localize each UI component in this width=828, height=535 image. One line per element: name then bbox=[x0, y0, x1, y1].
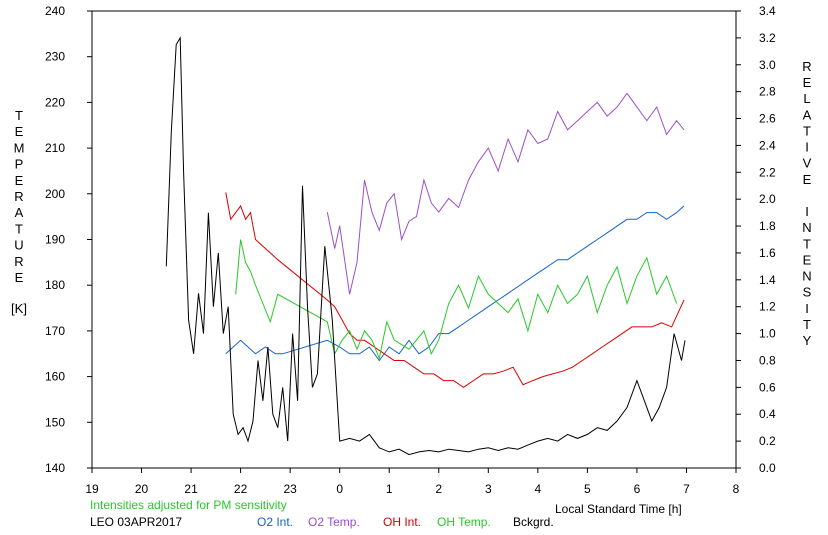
series-line-o2-int bbox=[225, 205, 685, 362]
x-tick-label: 6 bbox=[634, 482, 641, 496]
plot-frame bbox=[91, 10, 737, 469]
x-tick-label: 19 bbox=[85, 482, 99, 496]
x-tick-label: 23 bbox=[283, 482, 297, 496]
axis-label-letter: P bbox=[15, 157, 24, 172]
x-tick-label: 2 bbox=[435, 482, 442, 496]
series-line-oh-int bbox=[225, 192, 685, 389]
axis-label-letter: E bbox=[15, 124, 24, 139]
station-label: LEO 03APR2017 bbox=[90, 515, 182, 529]
y-right-tick-label: 1.8 bbox=[759, 219, 776, 233]
axis-label-letter: Y bbox=[803, 333, 812, 348]
y-right-tick-label: 3.2 bbox=[759, 31, 776, 45]
x-axis: 19 20 21 22 23 0 1 2 3 4 5 6 7 8 bbox=[85, 468, 740, 496]
axis-label-letter: N bbox=[802, 220, 811, 235]
y-left-tick-label: 230 bbox=[45, 50, 65, 64]
y-right-tick-label: 0.2 bbox=[759, 434, 776, 448]
y-right-tick-label: 3.0 bbox=[759, 58, 776, 72]
series-group bbox=[165, 36, 686, 456]
x-tick-label: 7 bbox=[683, 482, 690, 496]
y-right-tick-label: 2.2 bbox=[759, 165, 776, 179]
series-line-bckgrd bbox=[165, 36, 686, 456]
y-right-tick-label: 1.0 bbox=[759, 327, 776, 341]
y-right-tick-label: 2.0 bbox=[759, 192, 776, 206]
axis-label-letter: E bbox=[803, 172, 812, 187]
y-right-tick-label: 0.6 bbox=[759, 380, 776, 394]
y-right-tick-label: 2.6 bbox=[759, 112, 776, 126]
axis-label-letter: E bbox=[15, 173, 24, 188]
x-tick-label: 1 bbox=[386, 482, 393, 496]
x-tick-label: 8 bbox=[733, 482, 740, 496]
axis-label-letter: L bbox=[803, 91, 810, 106]
axis-label-letter: R bbox=[802, 59, 811, 74]
axis-label-letter: M bbox=[14, 140, 25, 155]
y-left-tick-label: 170 bbox=[45, 324, 65, 338]
axis-label-letter: T bbox=[15, 221, 23, 236]
y-left-tick-label: 210 bbox=[45, 141, 65, 155]
axis-label-letter: I bbox=[805, 301, 809, 316]
axis-label-letter: I bbox=[805, 204, 809, 219]
y-axis-left: 140 150 160 170 180 190 200 210 220 230 240 bbox=[45, 4, 92, 475]
axis-label-letter: N bbox=[802, 269, 811, 284]
series-line-o2-temp bbox=[326, 92, 685, 295]
legend-entry: OH Int. bbox=[383, 515, 421, 529]
axis-label-letter: E bbox=[803, 75, 812, 90]
axis-label-letter: R bbox=[14, 254, 23, 269]
axis-label-letter: T bbox=[15, 108, 23, 123]
sensitivity-note: Intensities adjusted for PM sensitivity bbox=[90, 498, 287, 512]
axis-label-letter: E bbox=[803, 252, 812, 267]
legend-entry: OH Temp. bbox=[437, 515, 491, 529]
axis-label-letter: I bbox=[805, 140, 809, 155]
axis-label-letter: U bbox=[14, 238, 23, 253]
y-right-tick-label: 0.0 bbox=[759, 461, 776, 475]
x-tick-label: 21 bbox=[184, 482, 198, 496]
x-tick-label: 4 bbox=[535, 482, 542, 496]
legend-entry: O2 Temp. bbox=[308, 515, 360, 529]
axis-label-letter: T bbox=[803, 123, 811, 138]
left-axis-unit: [K] bbox=[11, 301, 27, 316]
y-left-tick-label: 160 bbox=[45, 370, 65, 384]
legend-entry: O2 Int. bbox=[257, 515, 293, 529]
axis-label-letter: T bbox=[803, 236, 811, 251]
y-left-tick-label: 180 bbox=[45, 278, 65, 292]
y-right-tick-label: 1.2 bbox=[759, 300, 776, 314]
x-tick-label: 0 bbox=[336, 482, 343, 496]
y-left-tick-label: 200 bbox=[45, 187, 65, 201]
y-axis-right: 0.0 0.2 0.4 0.6 0.8 1.0 1.2 1.4 1.6 1.8 2.0 2.2 2.4 2… bbox=[736, 4, 776, 475]
axis-label-letter: R bbox=[14, 189, 23, 204]
axis-label-letter: A bbox=[803, 107, 812, 122]
axis-label-letter: T bbox=[803, 317, 811, 332]
y-left-tick-label: 150 bbox=[45, 415, 65, 429]
y-right-tick-label: 0.4 bbox=[759, 407, 776, 421]
axis-label-letter: E bbox=[15, 270, 24, 285]
series-line-oh-temp bbox=[235, 239, 678, 361]
x-tick-label: 20 bbox=[135, 482, 149, 496]
y-left-tick-label: 220 bbox=[45, 95, 65, 109]
y-right-tick-label: 2.8 bbox=[759, 85, 776, 99]
legend-entry: Bckgrd. bbox=[513, 515, 554, 529]
y-right-tick-label: 1.4 bbox=[759, 273, 776, 287]
y-left-tick-label: 190 bbox=[45, 233, 65, 247]
x-axis-label: Local Standard Time [h] bbox=[555, 502, 682, 516]
y-left-tick-label: 240 bbox=[45, 4, 65, 18]
x-tick-label: 22 bbox=[234, 482, 248, 496]
axis-label-letter: A bbox=[15, 205, 24, 220]
y-left-tick-label: 140 bbox=[45, 461, 65, 475]
y-right-tick-label: 0.8 bbox=[759, 353, 776, 367]
y-right-tick-label: 2.4 bbox=[759, 138, 776, 152]
legend: O2 Int. O2 Temp. OH Int. OH Temp. Bckgrd. bbox=[257, 515, 554, 529]
y-right-tick-label: 3.4 bbox=[759, 4, 776, 18]
axis-label-letter: V bbox=[803, 156, 812, 171]
x-tick-label: 5 bbox=[584, 482, 591, 496]
x-tick-label: 3 bbox=[485, 482, 492, 496]
y-right-tick-label: 1.6 bbox=[759, 246, 776, 260]
axis-label-letter: S bbox=[803, 285, 812, 300]
